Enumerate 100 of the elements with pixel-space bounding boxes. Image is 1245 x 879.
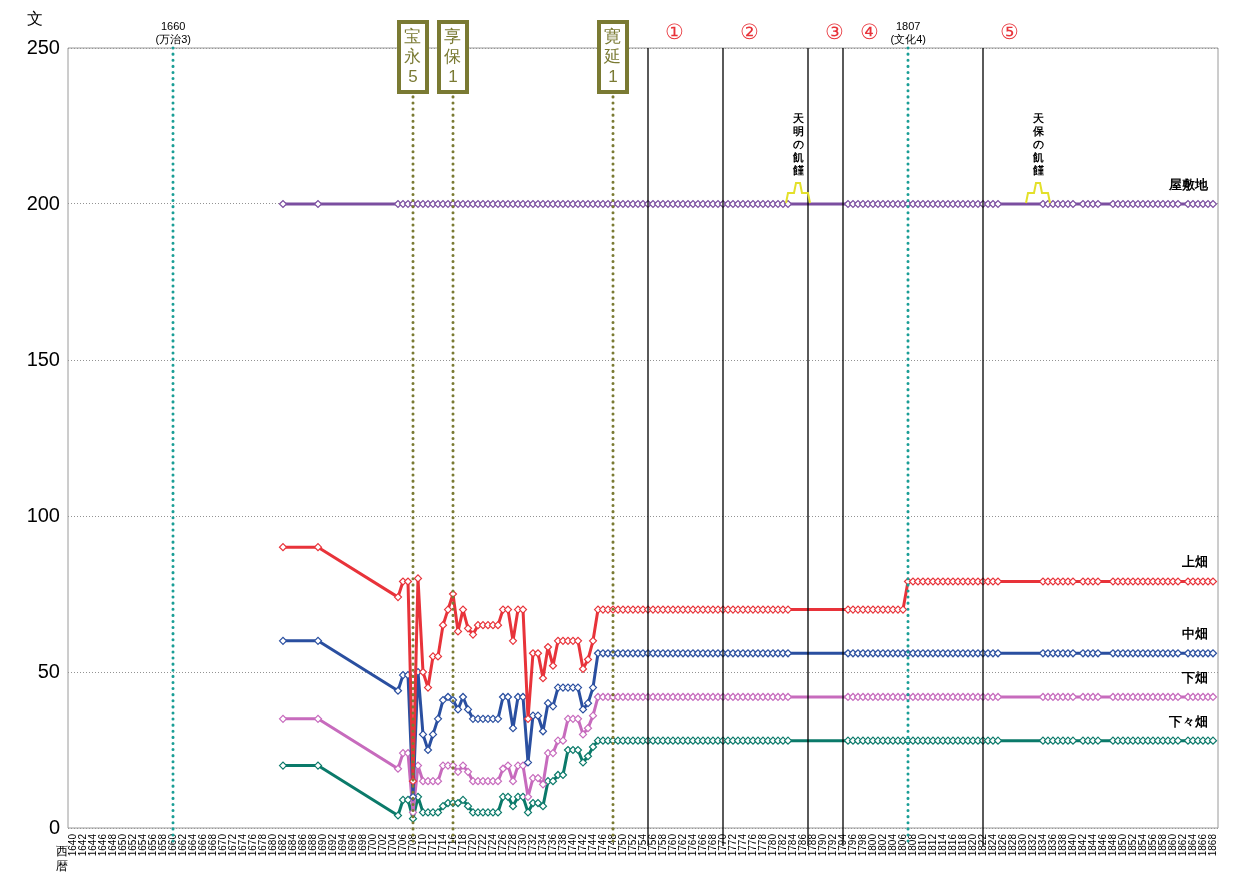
x-tick-label: 1742 <box>576 833 588 857</box>
x-tick-label: 1762 <box>676 833 688 857</box>
x-tick-label: 1644 <box>86 833 98 857</box>
x-tick-label: 1658 <box>156 833 168 857</box>
x-tick-label: 1778 <box>756 833 768 857</box>
x-tick-label: 1706 <box>396 833 408 857</box>
x-tick-label: 1704 <box>386 833 398 857</box>
x-tick-label: 1832 <box>1026 833 1038 857</box>
x-tick-label: 1686 <box>296 833 308 857</box>
x-tick-label: 1662 <box>176 833 188 857</box>
ref-line-label: 享保1 <box>437 20 469 94</box>
x-tick-label: 1712 <box>426 833 438 857</box>
x-tick-label: 1810 <box>916 833 928 857</box>
x-tick-label: 1654 <box>136 833 148 857</box>
x-tick-label: 1722 <box>476 833 488 857</box>
ref-line-label: ⑤ <box>999 20 1019 44</box>
x-tick-label: 1802 <box>876 833 888 857</box>
x-tick-label: 1796 <box>846 833 858 857</box>
x-tick-label: 1688 <box>306 833 318 857</box>
x-tick-label: 1854 <box>1136 833 1148 857</box>
x-tick-label: 1734 <box>536 833 548 857</box>
x-tick-label: 1784 <box>786 833 798 857</box>
series-label: 下畑 <box>1181 669 1208 685</box>
x-tick-label: 1720 <box>466 833 478 857</box>
x-tick-label: 1852 <box>1126 833 1138 857</box>
x-tick-label: 1696 <box>346 833 358 857</box>
y-tick-label: 0 <box>48 815 60 838</box>
x-tick-label: 1770 <box>716 833 728 857</box>
x-tick-label: 1768 <box>706 833 718 857</box>
x-tick-label: 1646 <box>96 833 108 857</box>
x-tick-label: 1736 <box>546 833 558 857</box>
series-label: 中畑 <box>1182 626 1208 642</box>
x-tick-label: 1750 <box>616 833 628 857</box>
ref-line-label: ④ <box>859 20 879 44</box>
x-tick-label: 1788 <box>806 833 818 857</box>
x-tick-label: 1772 <box>726 833 738 857</box>
x-tick-label: 1834 <box>1036 833 1048 857</box>
x-tick-label: 1820 <box>966 833 978 857</box>
x-tick-label: 1858 <box>1156 833 1168 857</box>
y-tick-label: 150 <box>26 347 60 370</box>
x-tick-label: 1814 <box>936 833 948 857</box>
x-tick-label: 1828 <box>1006 833 1018 857</box>
x-tick-label: 1864 <box>1186 833 1198 857</box>
annotation: 天保の飢饉 <box>1032 112 1045 177</box>
x-tick-label: 1848 <box>1106 833 1118 857</box>
x-tick-label: 1776 <box>746 833 758 857</box>
x-tick-label: 1774 <box>736 833 748 857</box>
y-tick-label: 200 <box>26 191 60 214</box>
x-tick-label: 1792 <box>826 833 838 857</box>
x-tick-label: 1786 <box>796 833 808 857</box>
x-tick-label: 1794 <box>836 833 848 857</box>
x-tick-label: 1764 <box>686 833 698 857</box>
x-tick-label: 1806 <box>896 833 908 857</box>
x-tick-label: 1728 <box>506 833 518 857</box>
x-tick-label: 1640 <box>66 833 78 857</box>
x-tick-label: 1836 <box>1046 833 1058 857</box>
x-tick-label: 1702 <box>376 833 388 857</box>
x-tick-label: 1680 <box>266 833 278 857</box>
series-label: 屋敷地 <box>1168 176 1209 192</box>
x-tick-label: 1844 <box>1086 833 1098 857</box>
x-tick-label: 1676 <box>246 833 258 857</box>
x-tick-label: 1672 <box>226 833 238 857</box>
series-label: 下々畑 <box>1168 713 1208 729</box>
y-axis-title: 文 <box>27 9 43 29</box>
x-tick-label: 1710 <box>416 833 428 857</box>
x-tick-label: 1780 <box>766 833 778 857</box>
x-tick-label: 1756 <box>646 833 658 857</box>
x-tick-label: 1666 <box>196 833 208 857</box>
x-tick-label: 1692 <box>326 833 338 857</box>
y-tick-label: 50 <box>37 659 60 682</box>
x-tick-label: 1724 <box>486 833 498 857</box>
x-tick-label: 1670 <box>216 833 228 857</box>
x-tick-label: 1738 <box>556 833 568 857</box>
x-tick-label: 1674 <box>236 833 248 857</box>
x-tick-label: 1840 <box>1066 833 1078 857</box>
x-tick-label: 1816 <box>946 833 958 857</box>
x-tick-label: 1868 <box>1206 833 1218 857</box>
x-tick-label: 1804 <box>886 833 898 857</box>
x-tick-label: 1826 <box>996 833 1008 857</box>
x-tick-label: 1664 <box>186 833 198 857</box>
x-tick-label: 1714 <box>436 833 448 857</box>
x-tick-label: 1732 <box>526 833 538 857</box>
x-tick-label: 1766 <box>696 833 708 857</box>
x-tick-label: 1652 <box>126 833 138 857</box>
x-tick-label: 1744 <box>586 833 598 857</box>
ref-line-label: 1660 (万治3) <box>155 20 191 46</box>
x-tick-label: 1798 <box>856 833 868 857</box>
ref-line-label: 1807 (文化4) <box>890 20 926 46</box>
x-tick-label: 1866 <box>1196 833 1208 857</box>
x-tick-label: 1684 <box>286 833 298 857</box>
x-tick-label: 1812 <box>926 833 938 857</box>
ref-line-label: 宝永5 <box>397 20 429 94</box>
x-tick-label: 1730 <box>516 833 528 857</box>
x-tick-label: 1694 <box>336 833 348 857</box>
x-tick-label: 1860 <box>1166 833 1178 857</box>
x-tick-label: 1650 <box>116 833 128 857</box>
x-tick-label: 1642 <box>76 833 88 857</box>
x-tick-label: 1718 <box>456 833 468 857</box>
x-tick-label: 1752 <box>626 833 638 857</box>
y-tick-label: 100 <box>26 503 60 526</box>
